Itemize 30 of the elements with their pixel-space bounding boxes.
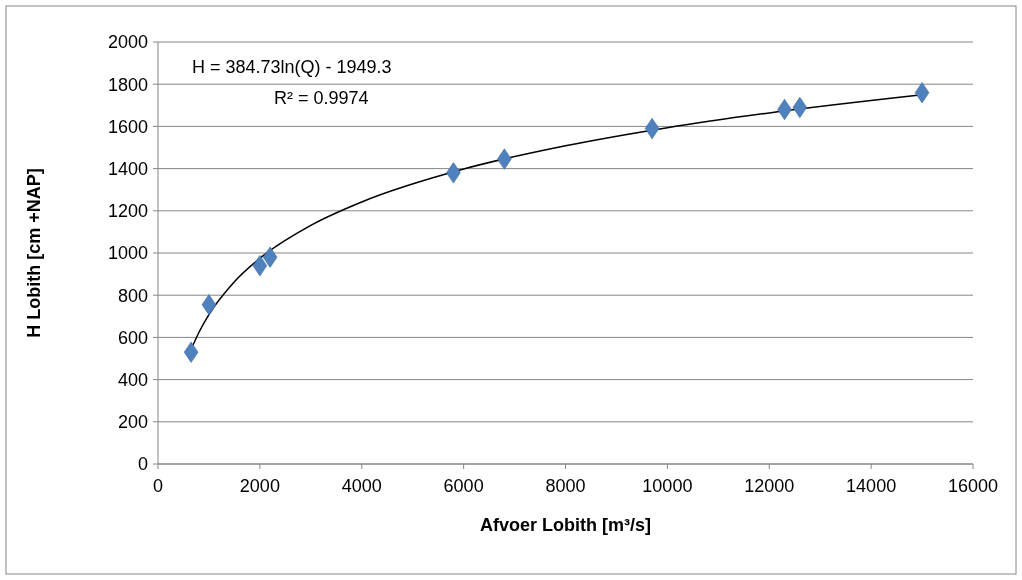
point (252, 255, 268, 277)
x-axis-title: Afvoer Lobith [m³/s] (480, 515, 651, 535)
annotation: H = 384.73ln(Q) - 1949.3 (192, 57, 392, 77)
y-tick-label: 0 (137, 454, 148, 475)
y-axis-title: H Lobith [cm +NAP] (24, 168, 44, 338)
y-tick-label: 200 (117, 412, 148, 433)
point (201, 294, 217, 316)
y-tick-label: 1800 (107, 74, 148, 95)
x-tick-label: 16000 (947, 476, 999, 496)
x-tick-label: 8000 (545, 476, 586, 496)
y-tick-label: 800 (117, 285, 148, 306)
y-tick-label: 1600 (107, 116, 148, 137)
x-tick-label: 2000 (239, 476, 280, 496)
point (914, 82, 930, 104)
x-tick-label: 6000 (443, 476, 484, 496)
point (262, 246, 278, 268)
x-tick-label: 4000 (341, 476, 382, 496)
point (183, 341, 199, 363)
y-tick-label: 400 (117, 369, 148, 390)
x-tick-label: 14000 (846, 476, 897, 496)
y-tick-label: 1400 (107, 158, 148, 179)
point (792, 96, 808, 118)
x-tick-label: 0 (152, 476, 164, 496)
x-tick-label: 12000 (744, 476, 795, 496)
annotation: R² = 0.9974 (274, 88, 369, 108)
y-tick-label: 1000 (107, 243, 148, 264)
y-tick-label: 600 (117, 327, 148, 348)
y-tick-label: 2000 (107, 32, 148, 53)
x-tick-label: 10000 (642, 476, 693, 496)
y-tick-label: 1200 (107, 201, 148, 222)
